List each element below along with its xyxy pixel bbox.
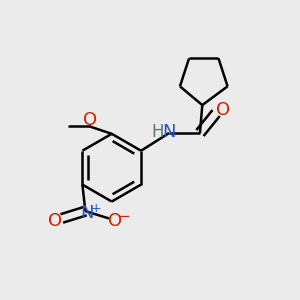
- Text: −: −: [117, 209, 130, 224]
- Text: H: H: [151, 123, 164, 141]
- Text: N: N: [162, 123, 176, 141]
- Text: N: N: [80, 204, 94, 222]
- Text: O: O: [108, 212, 122, 230]
- Text: O: O: [215, 101, 230, 119]
- Text: O: O: [82, 111, 97, 129]
- Text: +: +: [90, 202, 101, 215]
- Text: O: O: [48, 212, 62, 230]
